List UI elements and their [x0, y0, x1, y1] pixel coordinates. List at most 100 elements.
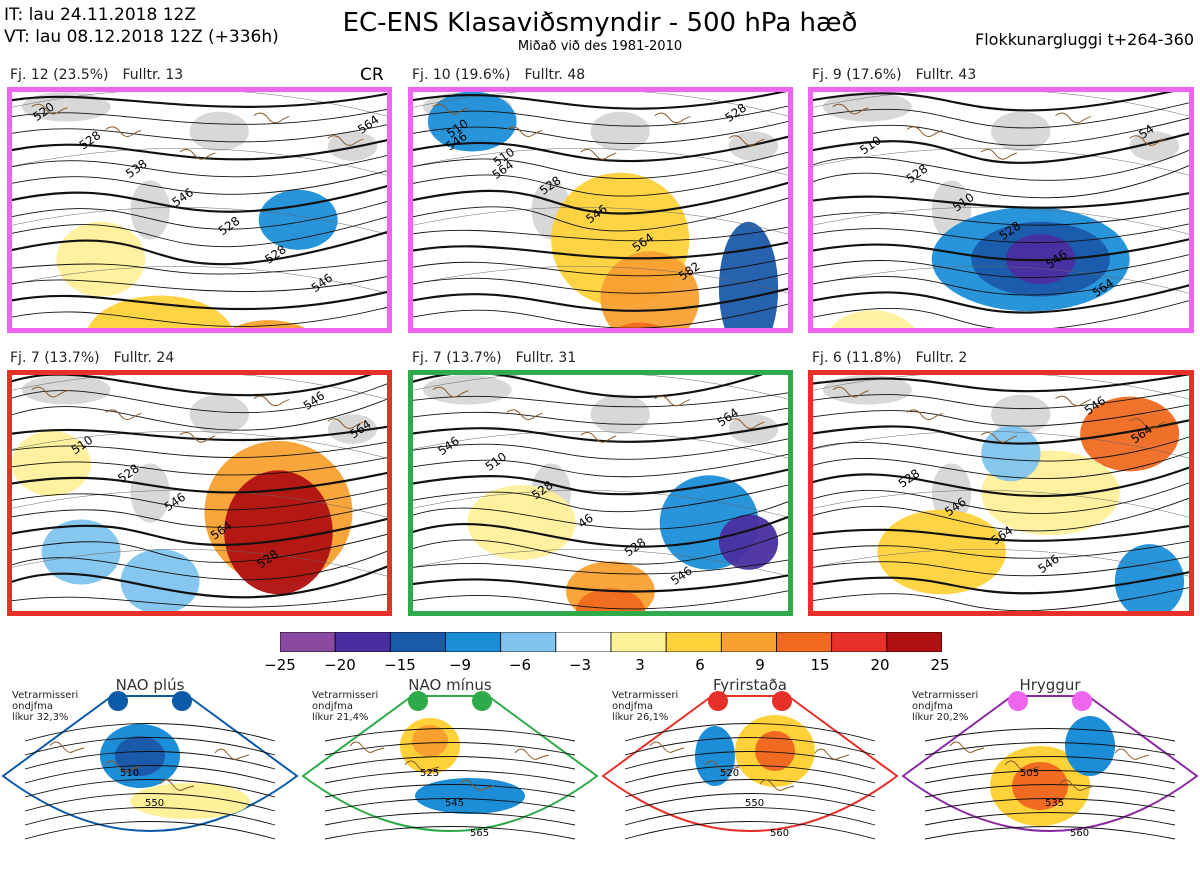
panel-2-label: Fj. 10 (19.6%) Fulltr. 48: [412, 67, 599, 83]
colorbar-tick-label: −3: [568, 656, 592, 674]
anomaly-warm20: [575, 588, 645, 611]
height-contour: [413, 92, 787, 110]
regime-contour: [624, 765, 876, 784]
height-contour: [813, 117, 1189, 146]
anomaly-cold6: [41, 519, 121, 585]
coastline: [728, 135, 765, 146]
height-contour: [12, 550, 387, 581]
regime-contour-label: 545: [445, 798, 464, 809]
regime-code: CR: [360, 65, 384, 85]
colorbar-tick-label: −15: [384, 656, 416, 674]
colorbar-tick-label: −20: [324, 656, 356, 674]
height-contour: [12, 441, 387, 458]
chart-title: EC-ENS Klasaviðsmyndir - 500 hPa hæð: [342, 8, 858, 38]
colorbar-swatch: [776, 631, 833, 653]
height-contour: [813, 223, 1189, 244]
regime-note: Vetrarmisseri ondjfma líkur 32,3%: [12, 690, 78, 723]
coastline: [580, 432, 617, 443]
regime-title: Hryggur: [1019, 676, 1081, 694]
height-contour: [413, 574, 788, 593]
height-contour: [413, 515, 788, 548]
regime-note-line: ondjfma: [12, 701, 53, 712]
anomaly-warm6: [56, 221, 146, 297]
regime-coastline: [159, 779, 195, 791]
cluster-fraction: Fj. 7 (13.7%): [412, 350, 502, 366]
height-contour: [813, 149, 1189, 181]
height-contour: [12, 138, 387, 161]
height-contour: [12, 471, 387, 494]
contour-label: 546: [668, 564, 695, 588]
regime-contour: [24, 723, 276, 742]
latitude-line: [813, 92, 1189, 117]
coastline: [654, 112, 691, 124]
init-time: IT: lau 24.11.2018 12Z: [4, 5, 196, 25]
height-contour: [813, 451, 1189, 479]
height-contour: [12, 533, 387, 563]
regime-contour: [324, 728, 576, 742]
regime-coastline: [49, 741, 85, 753]
land-area: [931, 463, 972, 523]
cluster-fraction: Fj. 12 (23.5%): [10, 67, 109, 83]
regime-contour-label: 525: [420, 768, 439, 779]
height-contour: [413, 531, 788, 565]
latitude-line: [813, 490, 1189, 518]
regime-contour: [324, 812, 576, 826]
regime-title: NAO mínus: [408, 676, 492, 694]
height-contour: [12, 184, 387, 213]
height-contour: [12, 276, 387, 292]
anomaly-warm9: [877, 509, 1006, 595]
contour-label: 528: [216, 214, 243, 238]
anomaly-warm6: [467, 485, 576, 560]
land-area: [822, 375, 912, 405]
regime-contour: [624, 779, 876, 798]
height-contour: [413, 438, 788, 460]
height-contour: [413, 151, 788, 179]
anomaly-warm25: [224, 470, 333, 595]
regime-contour-label: 505: [1020, 768, 1039, 779]
height-contour: [413, 501, 788, 530]
regime-contour-label: 560: [770, 828, 789, 839]
colorbar-swatch: [279, 631, 336, 653]
coastline: [980, 149, 1017, 160]
latitude-line: [413, 490, 788, 518]
coastline: [179, 432, 216, 443]
contour-label: 546: [309, 271, 336, 295]
latitude-line: [413, 549, 788, 577]
regime-contour: [24, 751, 276, 770]
regime-anomaly: [1012, 762, 1068, 810]
contour-label: 546: [1035, 552, 1062, 576]
regime-contour: [24, 807, 276, 826]
contour-label: 546: [435, 434, 462, 458]
anomaly-cold6: [981, 426, 1041, 482]
height-contour: [813, 556, 1189, 577]
regime-contour: [624, 793, 876, 812]
regime-coastline: [704, 760, 740, 772]
cluster-members: Fulltr. 48: [524, 67, 586, 83]
colorbar-swatch: [610, 631, 667, 653]
regime-contour: [924, 826, 1176, 840]
latitude-line: [813, 266, 1189, 294]
latitude-line: [813, 148, 1189, 176]
land-area: [991, 394, 1051, 434]
contour-label: 510: [857, 133, 884, 157]
colorbar-swatch: [831, 631, 888, 653]
coastline: [832, 103, 869, 115]
height-contour: [413, 422, 788, 443]
regime-contour: [24, 821, 276, 840]
coastline: [432, 103, 469, 115]
latitude-line: [12, 207, 387, 235]
colorbar-tick-label: −9: [448, 656, 472, 674]
anomaly-cold15: [718, 221, 779, 328]
height-contour: [413, 303, 788, 328]
coastline: [31, 103, 68, 115]
cluster-map-6: 528 546 564 546 546 564: [808, 370, 1194, 616]
coastline: [906, 409, 943, 421]
anomaly-cold9: [1114, 544, 1185, 611]
regime-note-line: Vetrarmisseri: [912, 690, 979, 701]
height-contour: [413, 105, 788, 127]
regime-marker: [772, 691, 792, 711]
height-contour: [12, 259, 387, 275]
